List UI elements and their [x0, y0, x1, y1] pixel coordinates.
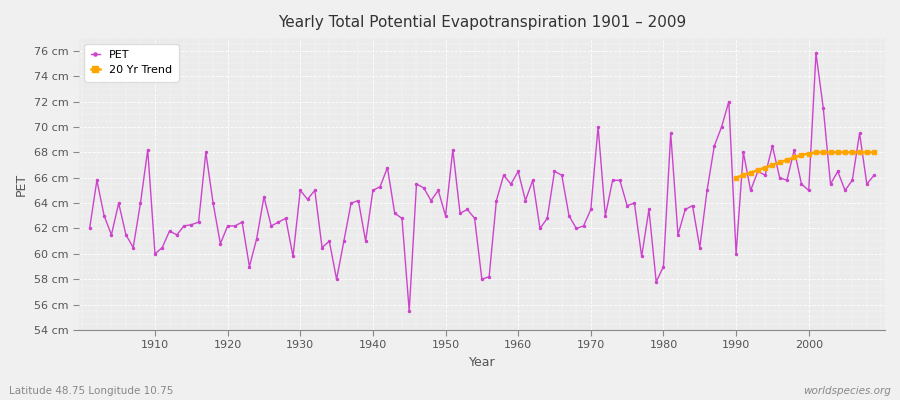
PET [520, 198, 531, 203]
20 Yr Trend [752, 168, 763, 172]
20 Yr Trend [847, 150, 858, 155]
PET [868, 173, 879, 178]
Title: Yearly Total Potential Evapotranspiration 1901 – 2009: Yearly Total Potential Evapotranspiratio… [278, 15, 686, 30]
PET [608, 178, 618, 183]
Line: 20 Yr Trend: 20 Yr Trend [734, 150, 877, 180]
20 Yr Trend [811, 150, 822, 155]
20 Yr Trend [788, 155, 799, 160]
20 Yr Trend [731, 175, 742, 180]
20 Yr Trend [767, 163, 778, 168]
Text: Latitude 48.75 Longitude 10.75: Latitude 48.75 Longitude 10.75 [9, 386, 174, 396]
PET [811, 51, 822, 56]
20 Yr Trend [760, 165, 770, 170]
20 Yr Trend [818, 150, 829, 155]
20 Yr Trend [796, 152, 807, 157]
PET [302, 197, 313, 202]
20 Yr Trend [840, 150, 850, 155]
X-axis label: Year: Year [469, 356, 495, 369]
20 Yr Trend [854, 150, 865, 155]
Line: PET: PET [88, 52, 875, 312]
20 Yr Trend [861, 150, 872, 155]
20 Yr Trend [738, 173, 749, 178]
PET [404, 308, 415, 313]
20 Yr Trend [745, 170, 756, 175]
20 Yr Trend [825, 150, 836, 155]
20 Yr Trend [832, 150, 843, 155]
Text: worldspecies.org: worldspecies.org [803, 386, 891, 396]
20 Yr Trend [804, 151, 814, 156]
20 Yr Trend [781, 158, 792, 162]
PET [142, 148, 153, 152]
20 Yr Trend [868, 150, 879, 155]
Legend: PET, 20 Yr Trend: PET, 20 Yr Trend [85, 44, 178, 82]
PET [346, 201, 356, 206]
Y-axis label: PET: PET [15, 172, 28, 196]
20 Yr Trend [774, 160, 785, 165]
PET [85, 226, 95, 231]
PET [513, 169, 524, 174]
